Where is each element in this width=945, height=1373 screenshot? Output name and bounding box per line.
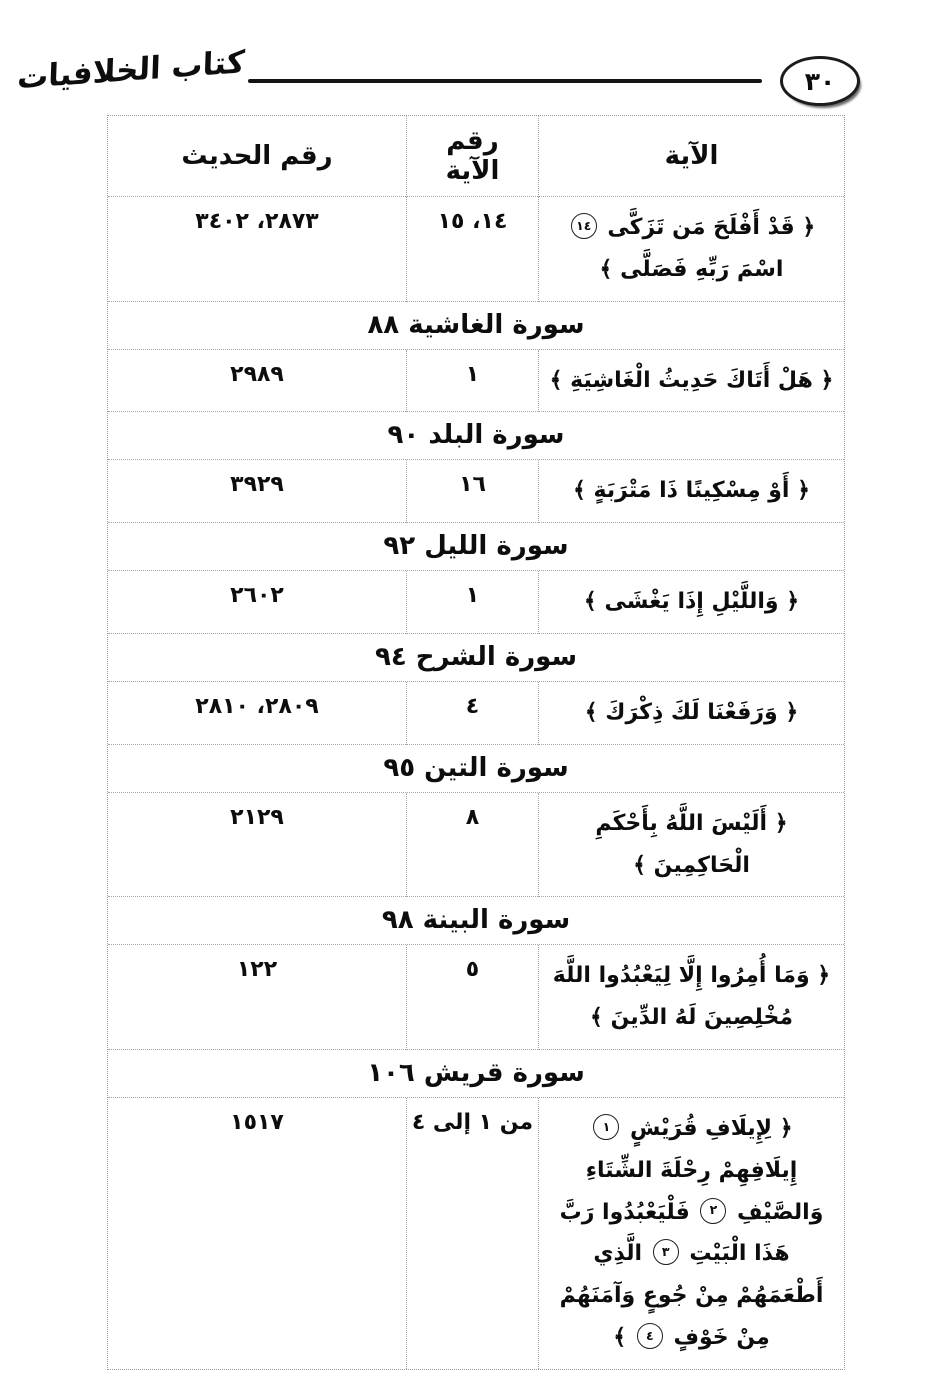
ayah-cell: ﴿ وَرَفَعْنَا لَكَ ذِكْرَكَ ﴾: [538, 681, 844, 745]
ayah-text-segment: الَّذِي أَطْعَمَهُمْ مِنْ جُوعٍ وَآمَنَه…: [559, 1241, 824, 1350]
hadith-number-cell: ٢٦٠٢: [108, 571, 406, 634]
ayah-cell: ﴿ أَلَيْسَ اللَّهُ بِأَحْكَمِ الْحَاكِمِ…: [538, 792, 844, 898]
ayah-text-segment: ﴿ قَدْ أَفْلَحَ مَن تَزَكَّى: [599, 215, 816, 240]
ayah-text-segment: ﴿ أَوْ مِسْكِينًا ذَا مَتْرَبَةٍ ﴾: [572, 478, 811, 504]
ayah-text-segment: ﴿ وَاللَّيْلِ إِذَا يَغْشَى ﴾: [583, 589, 800, 615]
ayah-number-cell: ١: [406, 349, 538, 413]
hadith-number-cell: ٣٩٢٩: [108, 460, 406, 524]
ayah-text: ﴿ وَاللَّيْلِ إِذَا يَغْشَى ﴾: [582, 579, 801, 625]
header-divider-rule: [248, 79, 762, 83]
ayah-cell: ﴿ وَاللَّيْلِ إِذَا يَغْشَى ﴾: [538, 571, 844, 634]
ayah-text: ﴿ أَلَيْسَ اللَّهُ بِأَحْكَمِ الْحَاكِمِ…: [547, 801, 836, 889]
ayah-text: ﴿ وَرَفَعْنَا لَكَ ذِكْرَكَ ﴾: [583, 690, 801, 736]
verse-number-marker: ١: [593, 1113, 620, 1140]
verse-number-marker: ٣: [652, 1239, 679, 1266]
page-number-badge: ٣٠: [780, 56, 860, 106]
ayah-text-segment: فَلْيَعْبُدُوا رَبَّ هَذَا الْبَيْتِ: [559, 1199, 790, 1267]
hadith-number-cell: ٢١٢٩: [108, 793, 406, 898]
surah-section-row: سورة الغاشية ٨٨: [108, 302, 844, 350]
ayah-cell: ﴿ لِإِيلَافِ قُرَيْشٍ ١ إِيلَافِهِمْ رِح…: [538, 1097, 844, 1369]
column-header-ayah: الآية: [538, 116, 844, 197]
surah-section-row: سورة البينة ٩٨: [108, 897, 844, 946]
ayah-cell: ﴿ هَلْ أَتَاكَ حَدِيثُ الْغَاشِيَةِ ﴾: [538, 349, 844, 413]
column-header-ayah-number: رقم الآية: [406, 116, 538, 197]
ayah-text: ﴿ قَدْ أَفْلَحَ مَن تَزَكَّى ١٤ اسْمَ رَ…: [547, 205, 836, 293]
surah-section-row: سورة قريش ١٠٦: [108, 1050, 844, 1098]
hadith-number-cell: ٢٨٧٣، ٣٤٠٢: [108, 197, 406, 302]
ayah-text-segment: ﴾: [613, 1324, 634, 1350]
verse-number-marker: ٢: [700, 1197, 727, 1224]
ayah-number-cell: ١٦: [406, 460, 538, 524]
surah-section-row: سورة البلد ٩٠: [108, 412, 844, 461]
column-header-hadith-number: رقم الحديث: [108, 116, 406, 197]
ayah-text: ﴿ لِإِيلَافِ قُرَيْشٍ ١ إِيلَافِهِمْ رِح…: [547, 1106, 836, 1361]
ayah-text-segment: ﴿ هَلْ أَتَاكَ حَدِيثُ الْغَاشِيَةِ ﴾: [549, 367, 834, 393]
ayah-text: ﴿ وَمَا أُمِرُوا إِلَّا لِيَعْبُدُوا الل…: [547, 953, 836, 1041]
ayah-number-cell: من ١ إلى ٤: [406, 1097, 538, 1369]
page-number: ٣٠: [804, 66, 836, 96]
ayah-number-cell: ٥: [406, 945, 538, 1050]
ayah-text-segment: اسْمَ رَبِّهِ فَصَلَّى ﴾: [599, 256, 784, 282]
ayah-number-cell: ٤: [406, 681, 538, 745]
surah-section-row: سورة التين ٩٥: [108, 745, 844, 793]
hadith-number-cell: ١٢٢: [108, 945, 406, 1050]
surah-section-row: سورة الليل ٩٢: [108, 523, 844, 572]
ayah-text: ﴿ هَلْ أَتَاكَ حَدِيثُ الْغَاشِيَةِ ﴾: [548, 358, 836, 404]
hadith-number-cell: ٢٩٨٩: [108, 350, 406, 413]
ayah-number-cell: ٨: [406, 792, 538, 898]
surah-section-row: سورة الشرح ٩٤: [108, 634, 844, 682]
verse-number-marker: ١٤: [570, 213, 597, 239]
verse-number-marker: ٤: [636, 1322, 663, 1349]
quran-index-table: الآية رقم الآية رقم الحديث ﴿ قَدْ أَفْلَ…: [107, 115, 845, 1370]
ayah-text: ﴿ أَوْ مِسْكِينًا ذَا مَتْرَبَةٍ ﴾: [571, 468, 812, 514]
ayah-cell: ﴿ وَمَا أُمِرُوا إِلَّا لِيَعْبُدُوا الل…: [538, 945, 844, 1050]
ayah-number-cell: ١: [406, 571, 538, 634]
ayah-cell: ﴿ أَوْ مِسْكِينًا ذَا مَتْرَبَةٍ ﴾: [538, 460, 844, 524]
ayah-text-segment: ﴿ لِإِيلَافِ قُرَيْشٍ: [622, 1115, 793, 1141]
ayah-number-cell: ١٤، ١٥: [406, 197, 538, 302]
ayah-text-segment: ﴿ أَلَيْسَ اللَّهُ بِأَحْكَمِ الْحَاكِمِ…: [595, 810, 788, 878]
book-title-calligraphy: كتاب الخلافيات: [16, 44, 246, 97]
ayah-cell: ﴿ قَدْ أَفْلَحَ مَن تَزَكَّى ١٤ اسْمَ رَ…: [538, 197, 844, 302]
hadith-number-cell: ٢٨٠٩، ٢٨١٠: [108, 682, 406, 745]
hadith-number-cell: ١٥١٧: [230, 1109, 284, 1135]
ayah-text-segment: ﴿ وَمَا أُمِرُوا إِلَّا لِيَعْبُدُوا الل…: [552, 963, 831, 1031]
ayah-text-segment: إِيلَافِهِمْ رِحْلَةَ الشِّتَاءِ وَالصَّ…: [585, 1157, 824, 1225]
ayah-text-segment: ﴿ وَرَفَعْنَا لَكَ ذِكْرَكَ ﴾: [584, 699, 799, 725]
